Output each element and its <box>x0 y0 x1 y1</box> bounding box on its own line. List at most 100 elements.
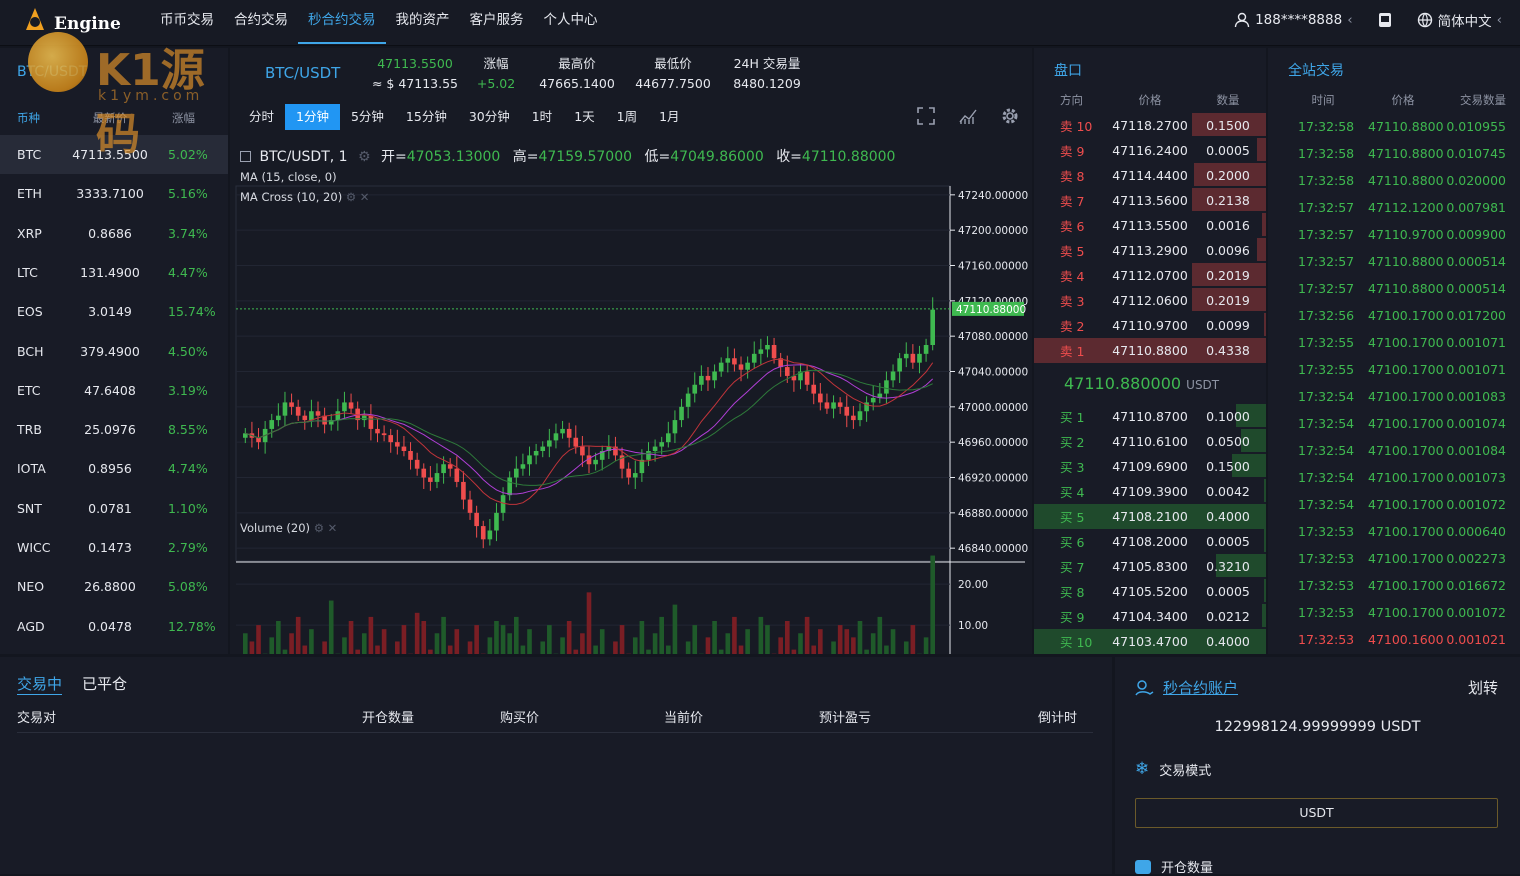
logo[interactable]: Engine <box>18 6 138 38</box>
order-side: 买 10 <box>1034 632 1110 651</box>
nav-item-0[interactable]: 币币交易 <box>150 0 224 44</box>
interval-tab[interactable]: 分时 <box>238 104 285 130</box>
volume-bar <box>739 646 744 654</box>
nav-item-5[interactable]: 个人中心 <box>534 0 608 44</box>
positions-tab[interactable]: 交易中 <box>17 673 62 695</box>
trade-qty: 0.000514 <box>1438 254 1520 269</box>
order-price: 47109.6900 <box>1110 459 1190 474</box>
order-side: 买 4 <box>1034 482 1110 501</box>
col-pair: 交易对 <box>17 707 56 726</box>
interval-tab[interactable]: 1周 <box>606 104 648 130</box>
interval-tab[interactable]: 1月 <box>648 104 690 130</box>
positions-tab[interactable]: 已平仓 <box>82 673 127 695</box>
volume-bar <box>878 617 883 654</box>
order-price: 47114.4400 <box>1110 168 1190 183</box>
fullscreen-icon[interactable] <box>916 106 936 126</box>
trade-price: 47100.1700 <box>1348 605 1438 620</box>
settings-icon[interactable] <box>1000 106 1020 126</box>
market-pair-title[interactable]: BTC/USDT <box>17 64 87 80</box>
collapse-icon[interactable] <box>240 151 251 162</box>
volume-bar <box>805 617 810 654</box>
legend-volume-settings-icon[interactable]: ⚙ ✕ <box>314 521 338 535</box>
order-price: 47103.4700 <box>1110 634 1190 649</box>
order-amount: 0.0099 <box>1190 318 1266 333</box>
interval-tab[interactable]: 1天 <box>563 104 605 130</box>
nav-item-2[interactable]: 秒合约交易 <box>298 0 386 44</box>
market-coin: BTC <box>0 147 60 162</box>
price-chart[interactable]: 47240.0000047200.0000047160.0000047120.0… <box>230 136 1032 654</box>
legend-open: 47053.13000 <box>407 149 501 165</box>
transfer-button[interactable]: 划转 <box>1468 677 1498 698</box>
price-tick-label: 46880.00000 <box>958 508 1028 520</box>
interval-tab[interactable]: 1时 <box>521 104 563 130</box>
trade-qty: 0.000514 <box>1438 281 1520 296</box>
order-side: 卖 8 <box>1034 166 1110 185</box>
language-label: 简体中文 <box>1438 10 1492 30</box>
app-download[interactable] <box>1377 12 1393 28</box>
ticker-low: 最低价 44677.7500 <box>628 54 718 94</box>
interval-tab[interactable]: 5分钟 <box>340 104 395 130</box>
trade-time: 17:32:53 <box>1268 605 1348 620</box>
order-amount: 0.1500 <box>1190 118 1266 133</box>
nav-item-3[interactable]: 我的资产 <box>386 0 460 44</box>
user-menu[interactable]: 188****8888 ‹ <box>1234 12 1353 28</box>
candle <box>752 354 757 363</box>
volume-bar <box>514 617 519 654</box>
legend-open-label: 开= <box>381 149 407 165</box>
legend-settings-icon[interactable]: ⚙ <box>358 149 371 165</box>
language-menu[interactable]: 简体中文 ‹ <box>1417 10 1502 30</box>
volume-bar <box>712 621 717 654</box>
interval-tab[interactable]: 1分钟 <box>285 104 340 130</box>
trade-mode-select[interactable]: USDT <box>1135 798 1498 828</box>
legend-macross-settings-icon[interactable]: ⚙ ✕ <box>346 190 370 204</box>
trade-time: 17:32:54 <box>1268 389 1348 404</box>
col-open-qty: 开仓数量 <box>362 707 414 726</box>
order-amount: 0.2019 <box>1190 293 1266 308</box>
volume-bar <box>765 625 770 654</box>
interval-tab[interactable]: 15分钟 <box>395 104 458 130</box>
indicator-icon[interactable] <box>958 106 978 126</box>
nav-item-1[interactable]: 合约交易 <box>224 0 298 44</box>
order-amount: 0.4338 <box>1190 343 1266 358</box>
interval-tab[interactable]: 30分钟 <box>458 104 521 130</box>
order-amount: 0.0005 <box>1190 584 1266 599</box>
nav-item-4[interactable]: 客户服务 <box>460 0 534 44</box>
trade-time: 17:32:54 <box>1268 443 1348 458</box>
trade-time: 17:32:53 <box>1268 632 1348 647</box>
account-title[interactable]: 秒合约账户 <box>1135 677 1238 698</box>
